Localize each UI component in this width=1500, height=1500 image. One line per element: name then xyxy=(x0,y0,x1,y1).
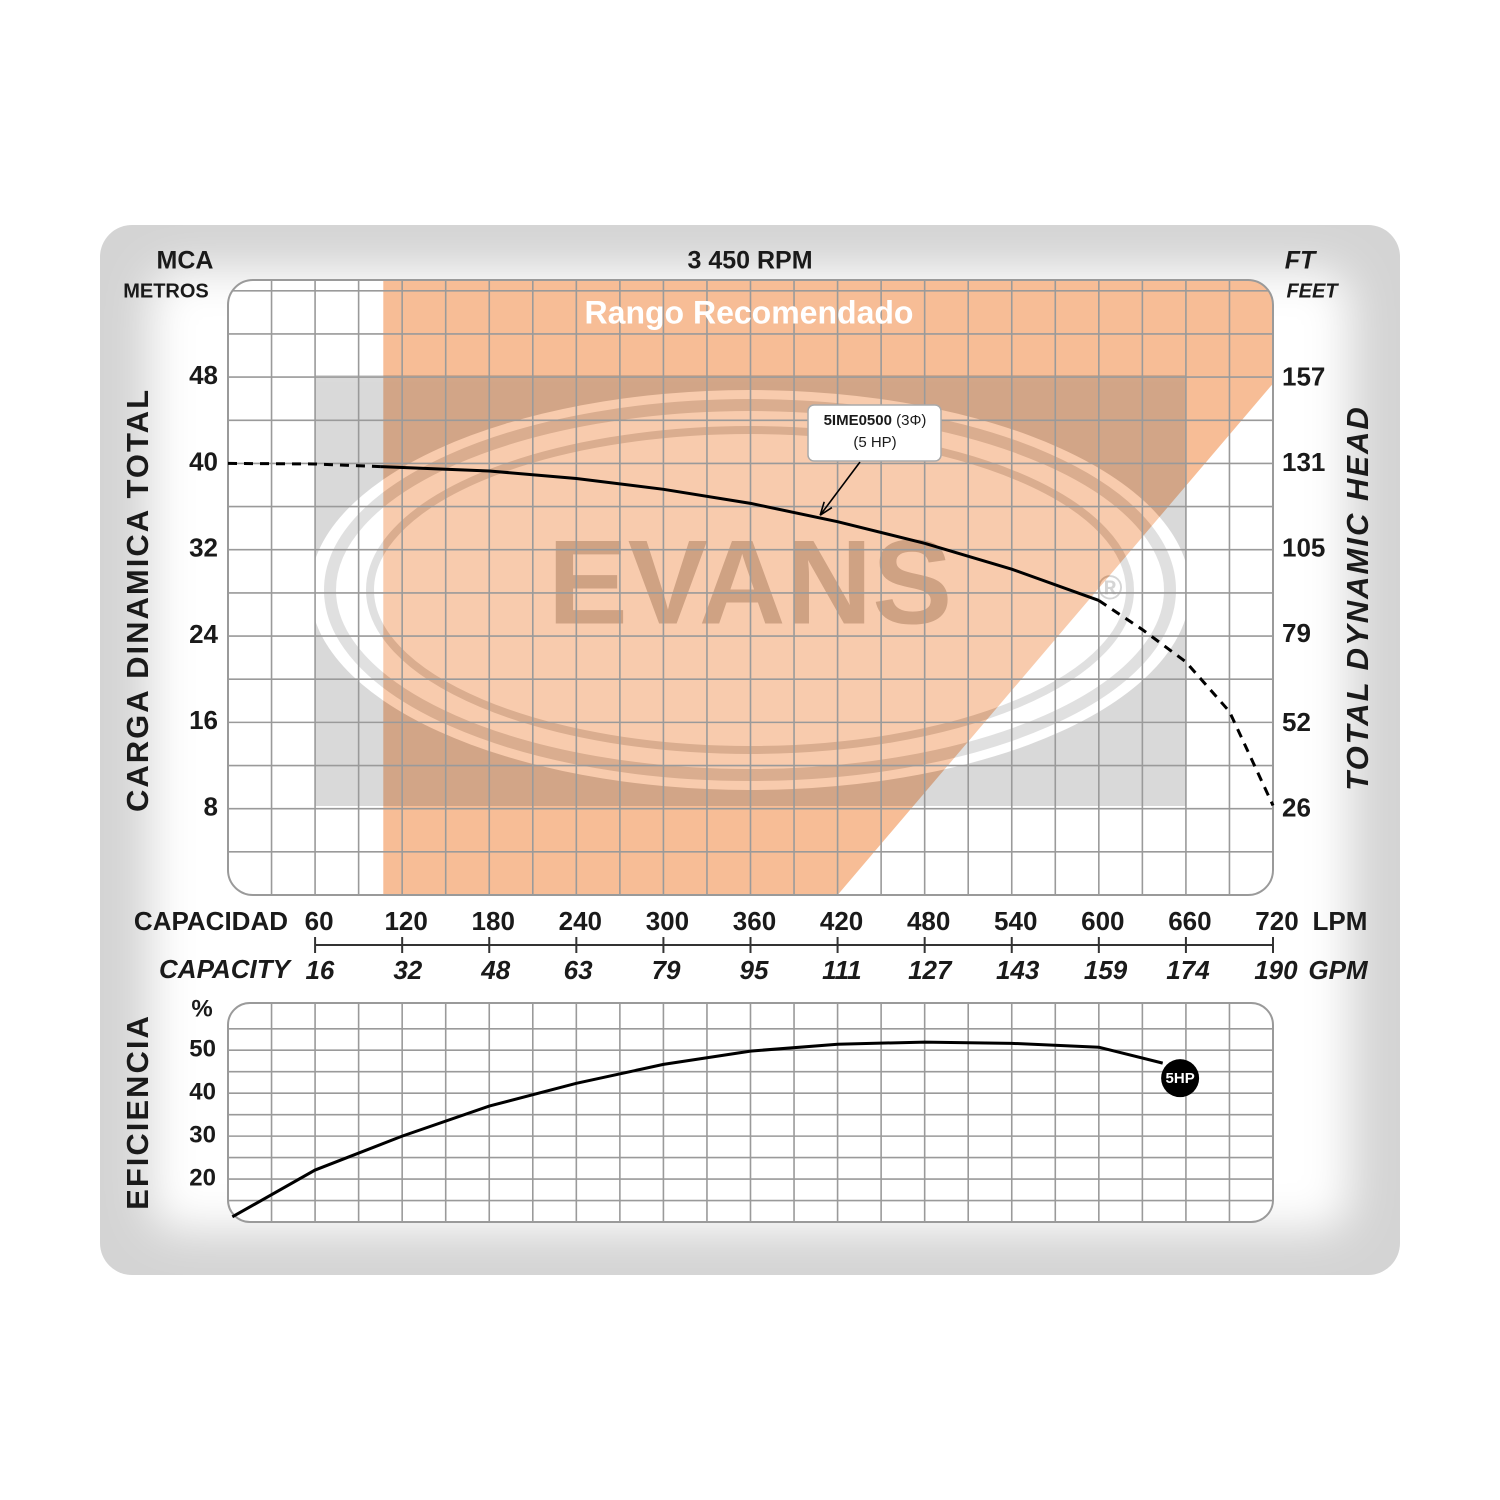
curve xyxy=(380,465,1100,602)
x2-tick-label: 63 xyxy=(564,955,593,985)
y2-tick-label: 26 xyxy=(1282,792,1311,822)
annotation-box xyxy=(807,404,942,462)
x2-tick-label: 127 xyxy=(908,955,953,985)
x2-tick-label: 111 xyxy=(822,955,862,985)
x-tick-label: 540 xyxy=(994,906,1037,936)
y-unit-sub: METROS xyxy=(123,280,209,302)
y2-tick-label: 131 xyxy=(1282,447,1325,477)
x2-tick-label: 174 xyxy=(1166,955,1210,985)
y2-axis-label: TOTAL DYNAMIC HEAD xyxy=(1340,405,1375,791)
x-tick-label: 600 xyxy=(1081,906,1124,936)
arrow-head xyxy=(819,501,833,516)
annotation: 5IME0500 (3Φ) xyxy=(824,412,927,429)
head-plot xyxy=(383,280,1273,895)
x-tick-label: 420 xyxy=(820,906,863,936)
y-unit: MCA xyxy=(157,247,214,275)
x-tick-label: 480 xyxy=(907,906,950,936)
annotation-suffix: (3Φ) xyxy=(896,412,926,429)
eff-axis-label: EFICIENCIA xyxy=(120,1014,155,1210)
x-tick-label: 180 xyxy=(472,906,515,936)
eff-tick-label: 30 xyxy=(189,1121,216,1148)
y2-tick-label: 157 xyxy=(1282,362,1325,392)
annotation-line2: (5 HP) xyxy=(853,434,896,451)
curve xyxy=(227,461,381,469)
eff-tick-label: 40 xyxy=(189,1079,216,1106)
head-grid xyxy=(228,280,1273,895)
x2-tick-label: 95 xyxy=(739,955,768,985)
x-tick-label: 240 xyxy=(559,906,602,936)
y-tick-label: 24 xyxy=(189,619,218,649)
annotation-arrow xyxy=(819,461,861,516)
x2-tick-label: 16 xyxy=(305,955,334,985)
eff-tick-label: 20 xyxy=(189,1164,216,1191)
y2-unit: FT xyxy=(1285,247,1318,275)
y-tick-label: 8 xyxy=(204,792,218,822)
x-tick-label: 720 xyxy=(1255,906,1298,936)
y2-unit-sub: FEET xyxy=(1286,280,1339,302)
recommended-range xyxy=(383,280,1273,895)
x-unit: LPM xyxy=(1313,906,1368,936)
plot-frame xyxy=(227,279,1274,896)
x2-axis-label: CAPACITY xyxy=(159,954,293,984)
x-tick-label: 60 xyxy=(305,906,334,936)
x-tick-label: 660 xyxy=(1168,906,1211,936)
x-axis-label: CAPACIDAD xyxy=(134,906,288,936)
y-axis-label: CARGA DINAMICA TOTAL xyxy=(120,388,155,812)
plot-frame xyxy=(227,1002,1274,1223)
x2-tick-label: 143 xyxy=(996,955,1040,985)
x-tick-label: 360 xyxy=(733,906,776,936)
x-tick-label: 120 xyxy=(384,906,427,936)
y-tick-label: 16 xyxy=(189,705,218,735)
y2-tick-label: 105 xyxy=(1282,533,1325,563)
foreground: 8 16 24 32 40 48 26 52 79 105 131 157 60 120 180 240 300… xyxy=(189,360,1325,1219)
annotation-text: 5IME0500 xyxy=(824,412,892,429)
x-tick-label: 300 xyxy=(646,906,689,936)
y2-tick-label: 79 xyxy=(1282,618,1311,648)
y2-tick-label: 52 xyxy=(1282,707,1311,737)
y-tick-label: 32 xyxy=(189,533,218,563)
chart-title: 3 450 RPM xyxy=(687,247,812,275)
curve xyxy=(1097,599,1275,807)
x2-unit: GPM xyxy=(1308,955,1369,985)
marker-label: 5HP xyxy=(1166,1070,1195,1087)
y-tick-label: 40 xyxy=(189,446,218,476)
eff-tick-label: 50 xyxy=(189,1036,216,1063)
range-label: Rango Recomendado xyxy=(585,294,914,330)
y-tick-label: 48 xyxy=(189,360,218,390)
x2-tick-label: 48 xyxy=(480,955,510,985)
x2-tick-label: 32 xyxy=(393,955,422,985)
x2-tick-label: 190 xyxy=(1254,955,1298,985)
x2-tick-label: 79 xyxy=(652,955,681,985)
eff-unit: % xyxy=(191,995,212,1022)
curve xyxy=(231,1040,1164,1219)
curve-marker xyxy=(1161,1059,1200,1098)
x2-tick-label: 159 xyxy=(1084,955,1128,985)
